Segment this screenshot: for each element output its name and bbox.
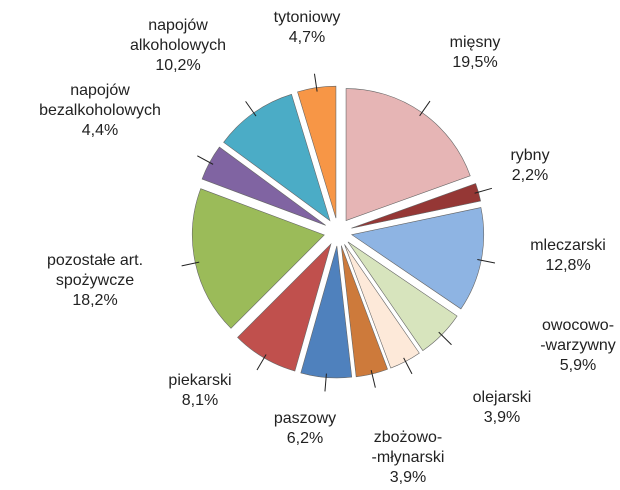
label-line: tytoniowy — [274, 9, 341, 26]
leader-line — [477, 258, 496, 264]
category-label: tytoniowy — [274, 9, 341, 26]
value-label: 5,9% — [560, 357, 596, 374]
label-line: spożywcze — [56, 272, 134, 289]
label-line: paszowy — [274, 410, 336, 427]
label-line: olejarski — [473, 389, 532, 406]
category-label: zbożowo- -młynarski — [372, 429, 445, 466]
value-label: 4,4% — [82, 122, 118, 139]
category-label: owocowo- -warzywny — [540, 317, 616, 354]
category-label: pozostałe art. spożywcze — [47, 252, 143, 289]
leader-line — [438, 331, 452, 346]
category-label: paszowy — [274, 410, 336, 427]
value-label: 18,2% — [72, 292, 117, 309]
label-line: pozostałe art. — [47, 252, 143, 269]
category-label: mięsny — [450, 34, 501, 51]
leader-line — [245, 101, 257, 117]
label-line: mleczarski — [530, 237, 606, 254]
leader-line — [403, 357, 413, 375]
leader-line — [419, 100, 431, 117]
leader-line — [324, 373, 327, 392]
label-line: rybny — [510, 147, 549, 164]
category-label: olejarski — [473, 389, 532, 406]
label-line: alkoholowych — [130, 37, 226, 54]
value-label: 10,2% — [155, 57, 200, 74]
leader-line — [181, 261, 200, 267]
value-label: 8,1% — [182, 392, 218, 409]
value-label: 6,2% — [287, 430, 323, 447]
value-label: 12,8% — [545, 257, 590, 274]
category-label: napojów bezalkoholowych — [39, 82, 161, 119]
label-line: bezalkoholowych — [39, 102, 161, 119]
label-line: owocowo- — [542, 317, 614, 334]
leader-line — [370, 369, 376, 388]
category-label: mleczarski — [530, 237, 606, 254]
category-label: piekarski — [168, 372, 231, 389]
value-label: 4,7% — [289, 29, 325, 46]
leader-line — [256, 354, 267, 371]
value-label: 3,9% — [484, 409, 520, 426]
label-line: piekarski — [168, 372, 231, 389]
leader-line — [313, 73, 318, 92]
label-line: mięsny — [450, 34, 501, 51]
category-label: rybny — [510, 147, 549, 164]
category-label: napojów alkoholowych — [130, 17, 226, 54]
value-label: 3,9% — [390, 469, 426, 486]
label-line: napojów — [70, 82, 130, 99]
value-label: 2,2% — [512, 167, 548, 184]
label-line: zbożowo- — [374, 429, 442, 446]
label-line: -warzywny — [540, 337, 616, 354]
value-label: 19,5% — [452, 54, 497, 71]
leader-line — [474, 187, 493, 194]
label-line: napojów — [148, 17, 208, 34]
leader-line — [197, 155, 214, 165]
label-line: -młynarski — [372, 449, 445, 466]
